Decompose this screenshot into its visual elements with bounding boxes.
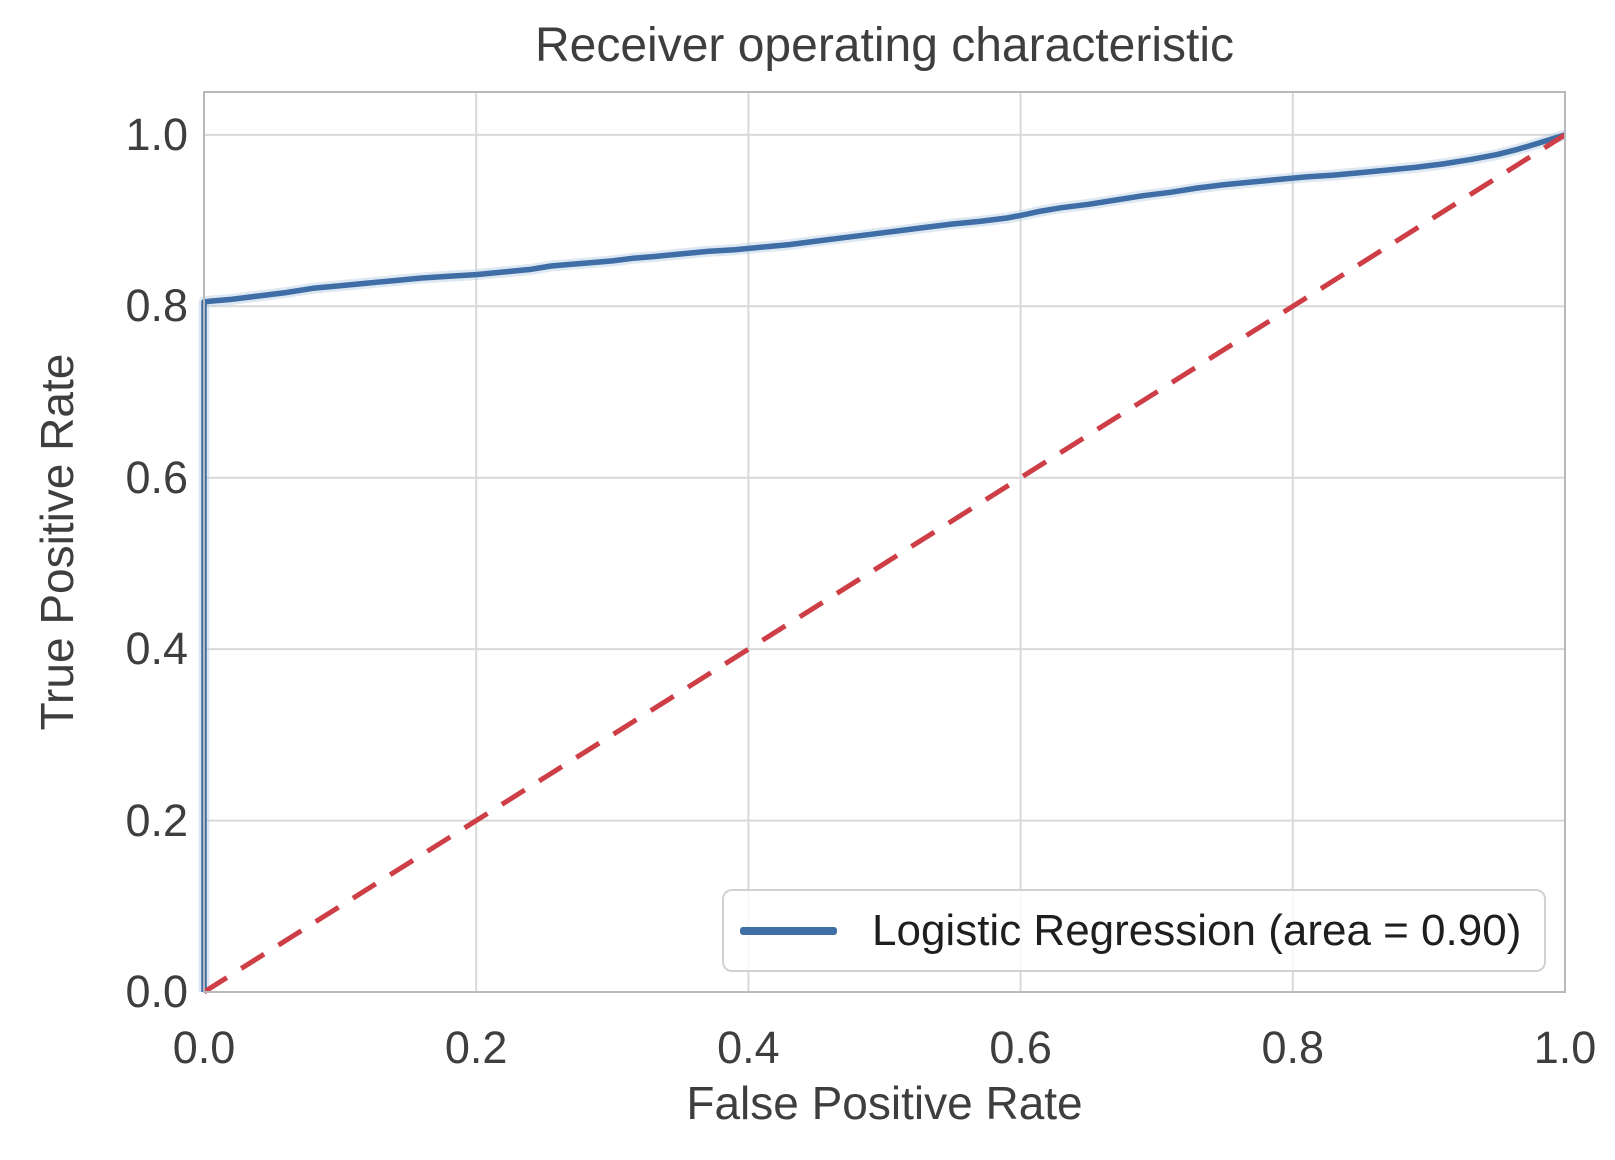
legend-line-swatch: [740, 926, 837, 935]
roc-curve-line: [201, 132, 1566, 992]
y-tick-label: 0.6: [125, 451, 188, 503]
x-tick-label: 0.2: [444, 1022, 508, 1073]
y-tick-label: 1.0: [125, 108, 188, 160]
plot-border: [203, 91, 1566, 993]
x-tick-label: 0.6: [989, 1022, 1052, 1073]
chart-title: Receiver operating characteristic: [535, 19, 1234, 72]
x-tick-label: 0.8: [1261, 1022, 1325, 1073]
legend-entry-label: Logistic Regression (area = 0.90): [872, 905, 1522, 955]
y-tick-label: 0.0: [125, 966, 188, 1017]
y-tick-label: 0.8: [125, 280, 188, 332]
legend: Logistic Regression (area = 0.90): [722, 889, 1546, 972]
x-axis-label: False Positive Rate: [686, 1077, 1083, 1129]
x-tick-label: 1.0: [1533, 1022, 1597, 1073]
y-axis-label: True Positive Rate: [31, 353, 83, 731]
y-tick-label: 0.2: [125, 794, 188, 846]
y-tick-label: 0.4: [125, 623, 188, 675]
x-tick-label: 0.4: [717, 1022, 780, 1073]
chance-diagonal-line: [202, 132, 1567, 995]
x-tick-label: 0.0: [172, 1022, 236, 1073]
